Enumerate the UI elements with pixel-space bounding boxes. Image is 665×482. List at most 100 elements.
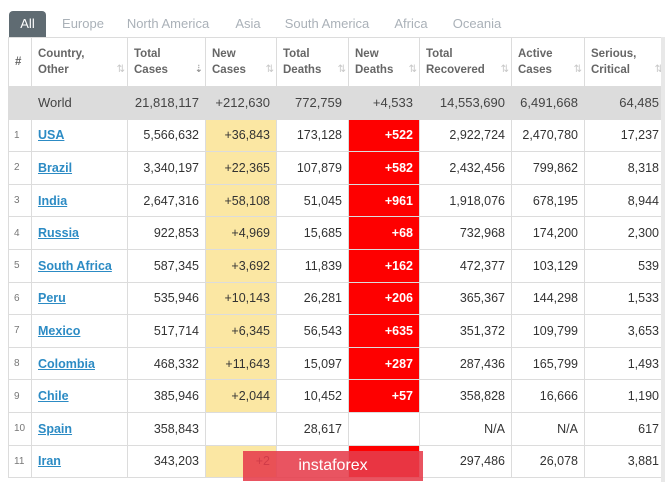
total-deaths-cell: 10,452 [276,379,349,413]
header-new-cases[interactable]: New Cases ⇅ [205,37,277,87]
new-cases-cell [205,411,277,446]
row-index: 8 [8,346,32,381]
row-index: 6 [8,281,32,316]
country-cell: Russia [31,216,128,250]
tab-africa[interactable]: Africa [394,16,428,31]
header-active-cases[interactable]: Active Cases ⇅ [511,37,585,87]
tab-oceania[interactable]: Oceania [452,16,502,31]
row-index: 7 [8,314,32,348]
header-new-deaths[interactable]: New Deaths ⇅ [348,37,420,87]
new-cases-cell: +58,108 [205,183,277,218]
scrollbar[interactable] [661,37,665,482]
total-recovered-cell: N/A [419,411,512,446]
country-link[interactable]: Spain [38,421,73,436]
country-cell: Peru [31,281,128,316]
row-index: 11 [8,444,32,479]
tab-south-america[interactable]: South America [284,16,370,31]
sort-desc-icon[interactable]: ⇣ [194,64,204,75]
world-new-deaths: +4,533 [348,86,420,120]
new-deaths-cell: +68 [348,216,420,250]
tab-all[interactable]: All [9,11,46,37]
country-link[interactable]: Mexico [38,323,81,338]
country-link[interactable]: Chile [38,389,69,404]
country-link[interactable]: USA [38,128,65,143]
sort-icon[interactable]: ⇅ [654,64,664,75]
tab-asia[interactable]: Asia [235,16,261,31]
tab-europe[interactable]: Europe [62,16,104,31]
country-link[interactable]: Peru [38,291,66,306]
serious-cell: 1,190 [584,379,665,413]
row-index: 3 [8,183,32,218]
tab-north-america[interactable]: North America [126,16,210,31]
total-cases-cell: 5,566,632 [127,118,206,153]
new-deaths-cell: +635 [348,314,420,348]
total-cases-cell: 517,714 [127,314,206,348]
new-cases-cell: +2,044 [205,379,277,413]
world-serious: 64,485 [584,86,665,120]
total-deaths-cell: 173,128 [276,118,349,153]
serious-cell: 8,944 [584,183,665,218]
world-total-deaths: 772,759 [276,86,349,120]
world-total-recovered: 14,553,690 [419,86,512,120]
table-row: 2 Brazil 3,340,197 +22,365 107,879 +582 2,432,… [8,151,665,185]
new-deaths-cell: +57 [348,379,420,413]
new-deaths-cell: +582 [348,151,420,185]
sort-icon[interactable]: ⇅ [116,64,126,75]
total-recovered-cell: 2,432,456 [419,151,512,185]
total-deaths-cell: 56,543 [276,314,349,348]
country-link[interactable]: South Africa [38,258,112,273]
table-row: 8 Colombia 468,332 +11,643 15,097 +287 287,436… [8,346,665,381]
country-link[interactable]: Colombia [38,356,95,371]
country-cell: Spain [31,411,128,446]
country-cell: India [31,183,128,218]
country-link[interactable]: Brazil [38,160,73,175]
table-row: 4 Russia 922,853 +4,969 15,685 +68 732,968 174,… [8,216,665,250]
country-cell: USA [31,118,128,153]
active-cases-cell: 26,078 [511,444,585,479]
new-cases-cell: +22,365 [205,151,277,185]
world-row: World 21,818,117 +212,630 772,759 +4,533… [8,86,665,120]
serious-cell: 8,318 [584,151,665,185]
header-total-cases[interactable]: Total Cases ⇣ [127,37,206,87]
header-row: # Country, Other ⇅ Total Cases ⇣ New Cases ⇅ T… [8,37,665,87]
header-total-deaths[interactable]: Total Deaths ⇅ [276,37,349,87]
sort-icon[interactable]: ⇅ [573,64,583,75]
country-cell: Iran [31,444,128,479]
world-total-cases: 21,818,117 [127,86,206,120]
new-deaths-cell: +522 [348,118,420,153]
world-label: World [31,86,128,120]
country-cell: Colombia [31,346,128,381]
header-country[interactable]: Country, Other ⇅ [31,37,128,87]
row-index: 9 [8,379,32,413]
new-deaths-cell: +287 [348,346,420,381]
sort-icon[interactable]: ⇅ [408,64,418,75]
header-serious-critical[interactable]: Serious, Critical ⇅ [584,37,665,87]
sort-icon[interactable]: ⇅ [265,64,275,75]
country-link[interactable]: Iran [38,454,61,469]
country-link[interactable]: India [38,193,68,208]
total-cases-cell: 2,647,316 [127,183,206,218]
region-tabs: All Europe North America Asia South Amer… [0,0,665,37]
total-recovered-cell: 351,372 [419,314,512,348]
new-cases-cell: +4,969 [205,216,277,250]
total-deaths-cell: 51,045 [276,183,349,218]
row-index: 5 [8,248,32,283]
row-index: 2 [8,151,32,185]
world-idx [8,86,32,120]
active-cases-cell: 109,799 [511,314,585,348]
header-total-recovered[interactable]: Total Recovered ⇅ [419,37,512,87]
active-cases-cell: 165,799 [511,346,585,381]
table-row: 5 South Africa 587,345 +3,692 11,839 +162 472,… [8,248,665,283]
country-link[interactable]: Russia [38,226,79,241]
sort-icon[interactable]: ⇅ [337,64,347,75]
covid-table: # Country, Other ⇅ Total Cases ⇣ New Cases ⇅ T… [8,37,665,479]
active-cases-cell: 678,195 [511,183,585,218]
total-cases-cell: 922,853 [127,216,206,250]
total-recovered-cell: 2,922,724 [419,118,512,153]
total-recovered-cell: 1,918,076 [419,183,512,218]
active-cases-cell: 174,200 [511,216,585,250]
total-cases-cell: 535,946 [127,281,206,316]
new-cases-cell: +10,143 [205,281,277,316]
new-deaths-cell: +206 [348,281,420,316]
sort-icon[interactable]: ⇅ [500,64,510,75]
